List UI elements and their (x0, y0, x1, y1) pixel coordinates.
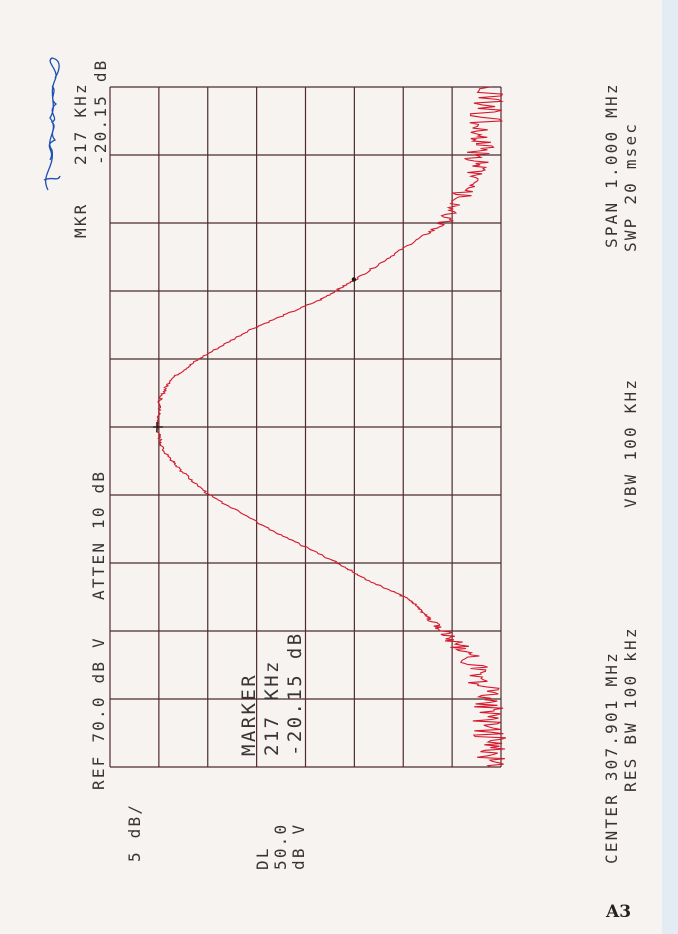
trace-line (155, 86, 507, 768)
peak-marker (152, 422, 163, 432)
page-label: A3 (606, 902, 632, 922)
delta-marker (351, 277, 357, 282)
mkr-frequency: 217 KHz (71, 82, 90, 165)
signature (43, 57, 61, 191)
display-line-unit: dB V (289, 822, 308, 870)
attenuation-label: ATTEN 10 dB (89, 469, 108, 600)
marker-box-title: MARKER (238, 672, 260, 756)
scale-per-division: 5 dB/ (125, 802, 144, 862)
grid (109, 86, 502, 768)
markers (152, 277, 357, 432)
center-frequency: CENTER 307.901 MHz (602, 651, 621, 864)
sweep-time: SWP 20 msec (621, 121, 640, 252)
ref-level-label: REF 70.0 dB V (89, 636, 108, 790)
video-bandwidth: VBW 100 KHz (621, 377, 640, 508)
display-line-label: DL (253, 846, 272, 870)
marker-box-frequency: 217 KHz (261, 659, 283, 756)
marker-box-amplitude: -20.15 dB (284, 631, 306, 756)
resolution-bandwidth: RES BW 100 kHz (621, 626, 640, 792)
mkr-amplitude: -20.15 dB (91, 58, 110, 166)
mkr-label: MKR (71, 202, 90, 239)
scanner-edge (662, 0, 678, 934)
span: SPAN 1.000 MHz (602, 82, 621, 248)
display-line-value: 50.0 (271, 822, 290, 870)
